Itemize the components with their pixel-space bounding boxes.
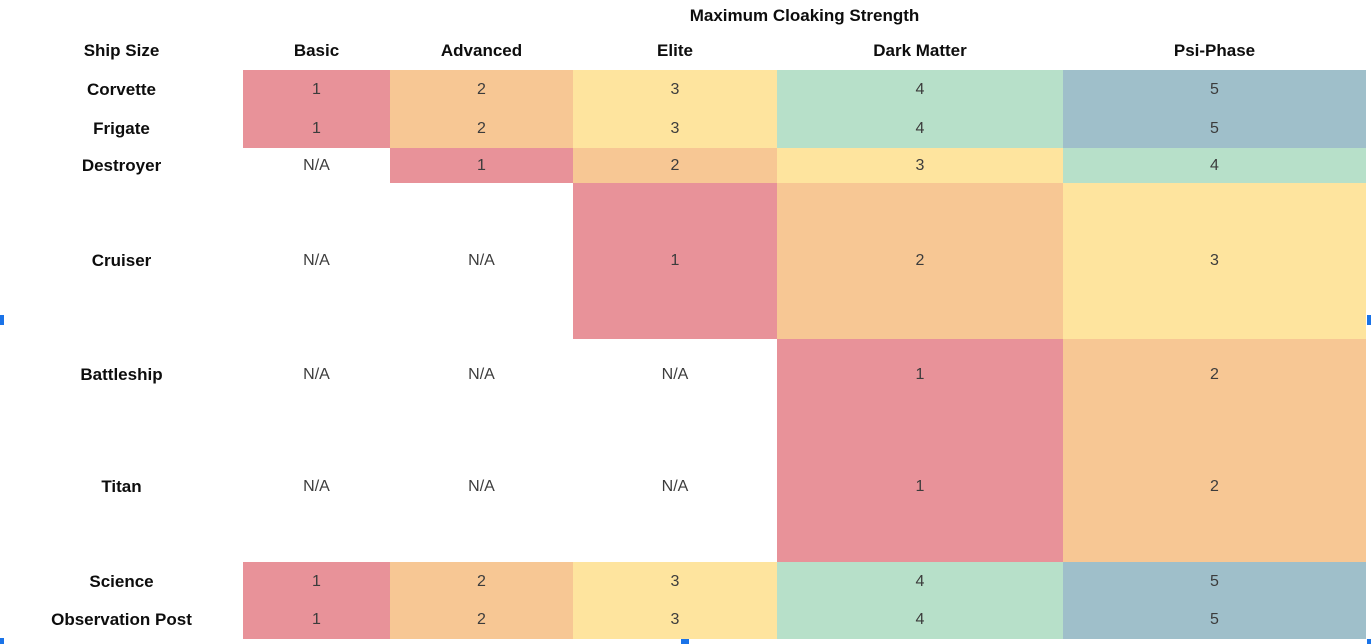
col-header-advanced: Advanced bbox=[440, 41, 523, 60]
cell-titan-dark-matter: 1 bbox=[777, 411, 1063, 562]
cell-science-elite: 3 bbox=[573, 562, 777, 601]
cell-destroyer-basic: N/A bbox=[243, 148, 390, 183]
cell-frigate-psi-phase: 5 bbox=[1063, 109, 1366, 148]
row-label-destroyer: Destroyer bbox=[81, 155, 162, 175]
cell-frigate-advanced: 2 bbox=[390, 109, 573, 148]
col-header-dark-matter: Dark Matter bbox=[873, 41, 967, 60]
cell-science-basic: 1 bbox=[243, 562, 390, 601]
title-row: Maximum Cloaking Strength bbox=[0, 0, 1371, 32]
cell-battleship-advanced: N/A bbox=[390, 339, 573, 411]
cell-observation-post-basic: 1 bbox=[243, 601, 390, 639]
selection-handle-bottom-left[interactable] bbox=[0, 638, 4, 644]
cell-destroyer-dark-matter: 3 bbox=[777, 148, 1063, 183]
cell-cruiser-elite: 1 bbox=[573, 183, 777, 339]
row-label-frigate: Frigate bbox=[93, 118, 150, 138]
row-label-observation-post: Observation Post bbox=[51, 610, 192, 629]
cell-observation-post-elite: 3 bbox=[573, 601, 777, 639]
cell-titan-psi-phase: 2 bbox=[1063, 411, 1366, 562]
cell-frigate-basic: 1 bbox=[243, 109, 390, 148]
row-label-cruiser: Cruiser bbox=[91, 251, 152, 270]
table-row-corvette: Corvette 1 2 3 4 5 bbox=[0, 70, 1371, 109]
cell-observation-post-advanced: 2 bbox=[390, 601, 573, 639]
row-label-titan: Titan bbox=[101, 476, 142, 496]
cell-titan-advanced: N/A bbox=[390, 411, 573, 562]
cell-cruiser-psi-phase: 3 bbox=[1063, 183, 1366, 339]
table-row-cruiser: Cruiser N/A N/A 1 2 3 bbox=[0, 183, 1371, 339]
cell-destroyer-elite: 2 bbox=[573, 148, 777, 183]
table-title: Maximum Cloaking Strength bbox=[689, 6, 920, 25]
table-row-battleship: Battleship N/A N/A N/A 1 2 bbox=[0, 339, 1371, 411]
cell-science-dark-matter: 4 bbox=[777, 562, 1063, 601]
cell-cruiser-advanced: N/A bbox=[390, 183, 573, 339]
col-header-elite: Elite bbox=[657, 41, 693, 60]
cell-frigate-elite: 3 bbox=[573, 109, 777, 148]
cell-battleship-psi-phase: 2 bbox=[1063, 339, 1366, 411]
cell-cruiser-basic: N/A bbox=[243, 183, 390, 339]
cell-observation-post-psi-phase: 5 bbox=[1063, 601, 1366, 639]
col-header-psi-phase: Psi-Phase bbox=[1173, 41, 1256, 60]
col-header-basic: Basic bbox=[293, 41, 340, 60]
row-label-corvette: Corvette bbox=[87, 79, 156, 99]
cell-observation-post-dark-matter: 4 bbox=[777, 601, 1063, 639]
cell-destroyer-psi-phase: 4 bbox=[1063, 148, 1366, 183]
table-row-destroyer: Destroyer N/A 1 2 3 4 bbox=[0, 148, 1371, 183]
cell-corvette-advanced: 2 bbox=[390, 70, 573, 109]
table-row-titan: Titan N/A N/A N/A 1 2 bbox=[0, 411, 1371, 562]
table-row-science: Science 1 2 3 4 5 bbox=[0, 562, 1371, 601]
cell-science-advanced: 2 bbox=[390, 562, 573, 601]
row-label-battleship: Battleship bbox=[80, 365, 163, 384]
selection-handle-bottom-right[interactable] bbox=[1367, 639, 1371, 644]
header-row: Ship Size Basic Advanced Elite Dark Matt… bbox=[0, 32, 1371, 70]
selection-handle-right[interactable] bbox=[1367, 315, 1371, 325]
selection-handle-bottom-center[interactable] bbox=[681, 639, 689, 644]
cell-battleship-basic: N/A bbox=[243, 339, 390, 411]
cell-corvette-basic: 1 bbox=[243, 70, 390, 109]
cell-corvette-psi-phase: 5 bbox=[1063, 70, 1366, 109]
cell-science-psi-phase: 5 bbox=[1063, 562, 1366, 601]
title-spacer bbox=[0, 0, 243, 32]
col-header-ship-size: Ship Size bbox=[83, 41, 160, 60]
row-label-science: Science bbox=[89, 571, 154, 591]
cell-titan-basic: N/A bbox=[243, 411, 390, 562]
cell-battleship-dark-matter: 1 bbox=[777, 339, 1063, 411]
selection-handle-left[interactable] bbox=[0, 315, 4, 325]
cell-titan-elite: N/A bbox=[573, 411, 777, 562]
cell-destroyer-advanced: 1 bbox=[390, 148, 573, 183]
table-row-observation-post: Observation Post 1 2 3 4 5 bbox=[0, 601, 1371, 639]
cell-corvette-elite: 3 bbox=[573, 70, 777, 109]
cell-battleship-elite: N/A bbox=[573, 339, 777, 411]
cell-frigate-dark-matter: 4 bbox=[777, 109, 1063, 148]
cell-cruiser-dark-matter: 2 bbox=[777, 183, 1063, 339]
cell-corvette-dark-matter: 4 bbox=[777, 70, 1063, 109]
table-row-frigate: Frigate 1 2 3 4 5 bbox=[0, 109, 1371, 148]
